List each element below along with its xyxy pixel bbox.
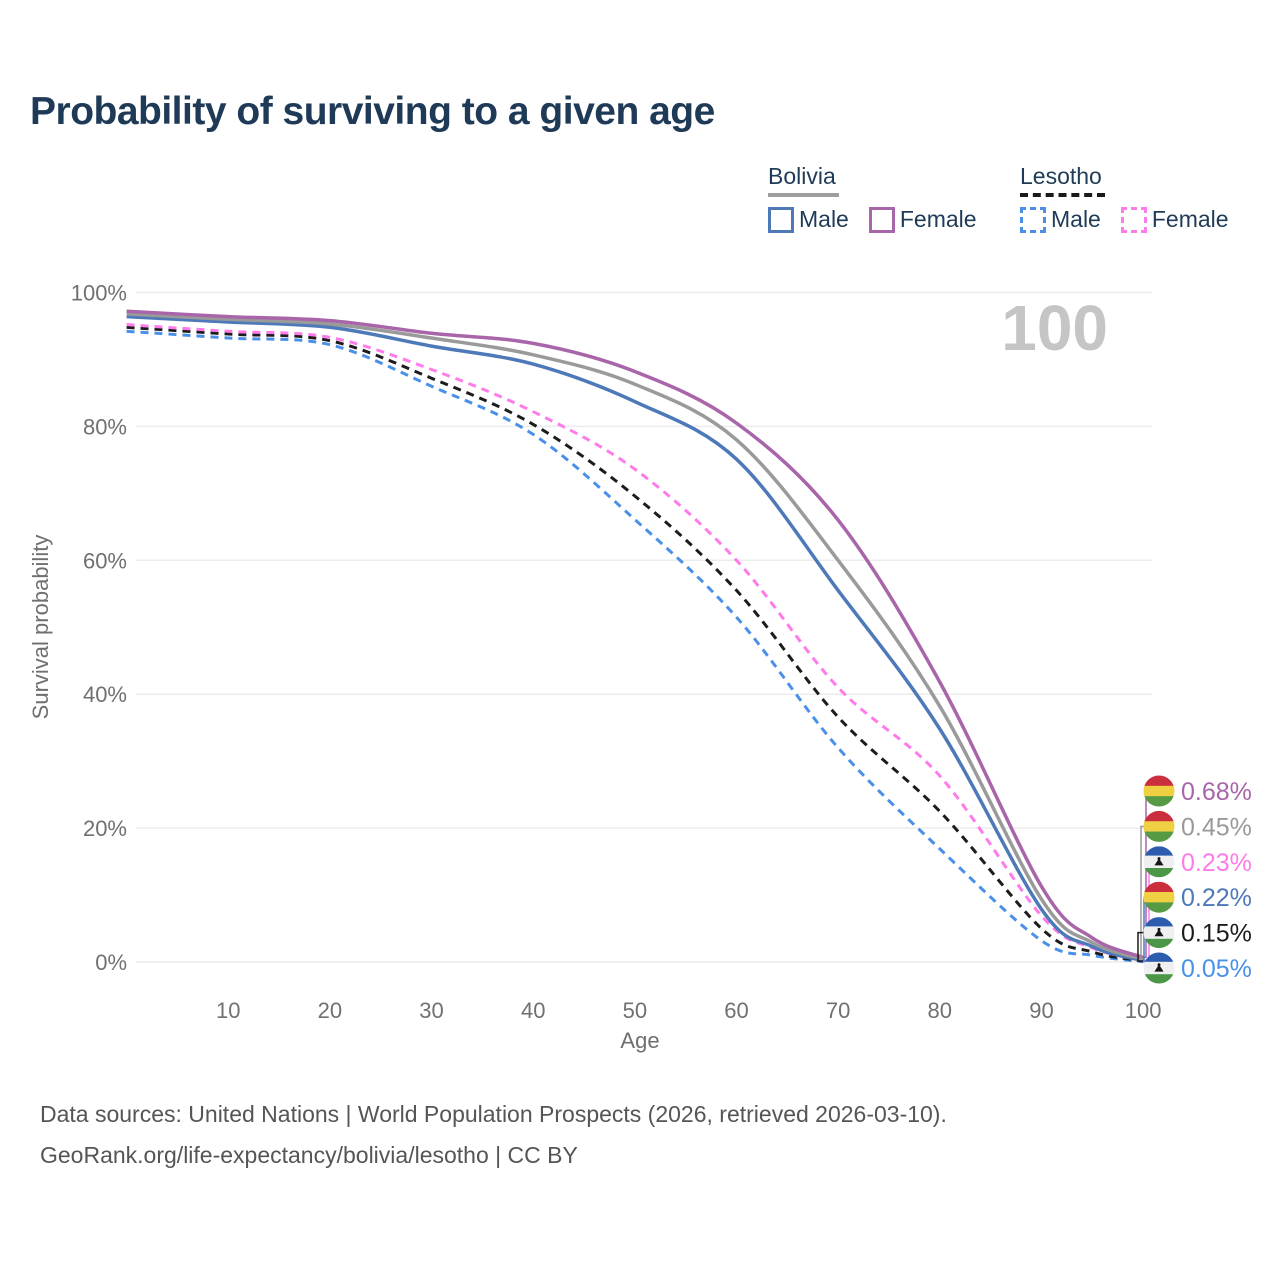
flag-icon-bolivia	[1143, 810, 1175, 842]
end-label-connector	[1143, 897, 1145, 962]
bolivia-female-swatch-icon	[868, 206, 895, 233]
page-title: Probability of surviving to a given age	[30, 90, 715, 133]
y-axis-label: Survival probability	[28, 535, 53, 720]
y-tick-label: 20%	[83, 816, 127, 841]
x-tick-label: 90	[1029, 998, 1053, 1023]
x-tick-label: 80	[928, 998, 952, 1023]
end-label-value: 0.68%	[1181, 778, 1252, 806]
highlighted-age-value: 100	[1001, 292, 1108, 364]
y-tick-label: 100%	[71, 281, 127, 306]
end-label-value: 0.45%	[1181, 813, 1252, 841]
x-tick-label: 30	[419, 998, 443, 1023]
x-tick-label: 20	[318, 998, 342, 1023]
legend-item-bolivia-female[interactable]: Female	[868, 206, 977, 233]
y-tick-label: 0%	[95, 950, 127, 975]
axis-ticks: 0% 20% 40% 60% 80% 100% 10 20 30 40 50 60 70 80 90 100	[71, 281, 1162, 1024]
end-label-value: 0.15%	[1181, 920, 1252, 948]
flag-icon-lesotho	[1143, 952, 1175, 984]
curve-lesotho-both-sexes-	[126, 325, 1144, 963]
legend-country-lesotho[interactable]: Lesotho	[1020, 163, 1105, 197]
end-label-value: 0.23%	[1181, 849, 1252, 877]
legend-group-lesotho: Lesotho Male Female	[1020, 163, 1229, 233]
end-label-connector	[1140, 825, 1144, 960]
legend-item-bolivia-male[interactable]: Male	[768, 206, 849, 233]
legend-label: Male	[1051, 206, 1101, 232]
x-tick-label: 10	[216, 998, 240, 1023]
flag-icon-lesotho	[1143, 846, 1175, 878]
legend-label: Male	[799, 206, 849, 232]
legend-item-lesotho-female[interactable]: Female	[1120, 206, 1229, 233]
curve-bolivia-female	[126, 309, 1144, 960]
data-source-footer: Data sources: United Nations | World Pop…	[40, 1094, 947, 1176]
y-tick-label: 80%	[83, 414, 127, 439]
end-label-value: 0.05%	[1181, 955, 1252, 983]
legend-label: Female	[899, 206, 977, 232]
bolivia-male-swatch-icon	[768, 206, 794, 233]
legend-group-bolivia: Bolivia Male Female	[768, 163, 977, 233]
lesotho-male-swatch-icon	[1020, 206, 1046, 233]
gridlines	[136, 291, 1152, 963]
x-tick-label: 70	[826, 998, 850, 1023]
survival-curves	[126, 309, 1144, 964]
end-label-value: 0.22%	[1181, 884, 1252, 912]
legend-label: Female	[1151, 206, 1229, 232]
x-tick-label: 100	[1125, 998, 1162, 1023]
y-tick-label: 60%	[83, 548, 127, 573]
curve-lesotho-female	[126, 323, 1144, 962]
legend-item-lesotho-male[interactable]: Male	[1020, 206, 1101, 233]
end-value-labels: 0.68% 0.45% 0.23% 0.22% 0.15% 0.05%	[1137, 775, 1252, 984]
lesotho-female-swatch-icon	[1120, 206, 1147, 233]
legend-country-bolivia[interactable]: Bolivia	[768, 163, 839, 197]
flag-icon-bolivia	[1143, 881, 1175, 913]
x-axis-label: Age	[620, 1028, 659, 1053]
x-tick-label: 50	[623, 998, 647, 1023]
curve-bolivia-both-sexes-	[126, 312, 1144, 961]
curve-bolivia-male	[126, 314, 1144, 963]
footer-attribution-line: GeoRank.org/life-expectancy/bolivia/leso…	[40, 1142, 578, 1168]
x-tick-label: 60	[724, 998, 748, 1023]
y-tick-label: 40%	[83, 682, 127, 707]
x-tick-label: 40	[521, 998, 545, 1023]
flag-icon-bolivia	[1143, 775, 1175, 807]
end-label-connector	[1137, 931, 1144, 962]
footer-sources-line: Data sources: United Nations | World Pop…	[40, 1101, 947, 1127]
flag-icon-lesotho	[1143, 917, 1175, 949]
